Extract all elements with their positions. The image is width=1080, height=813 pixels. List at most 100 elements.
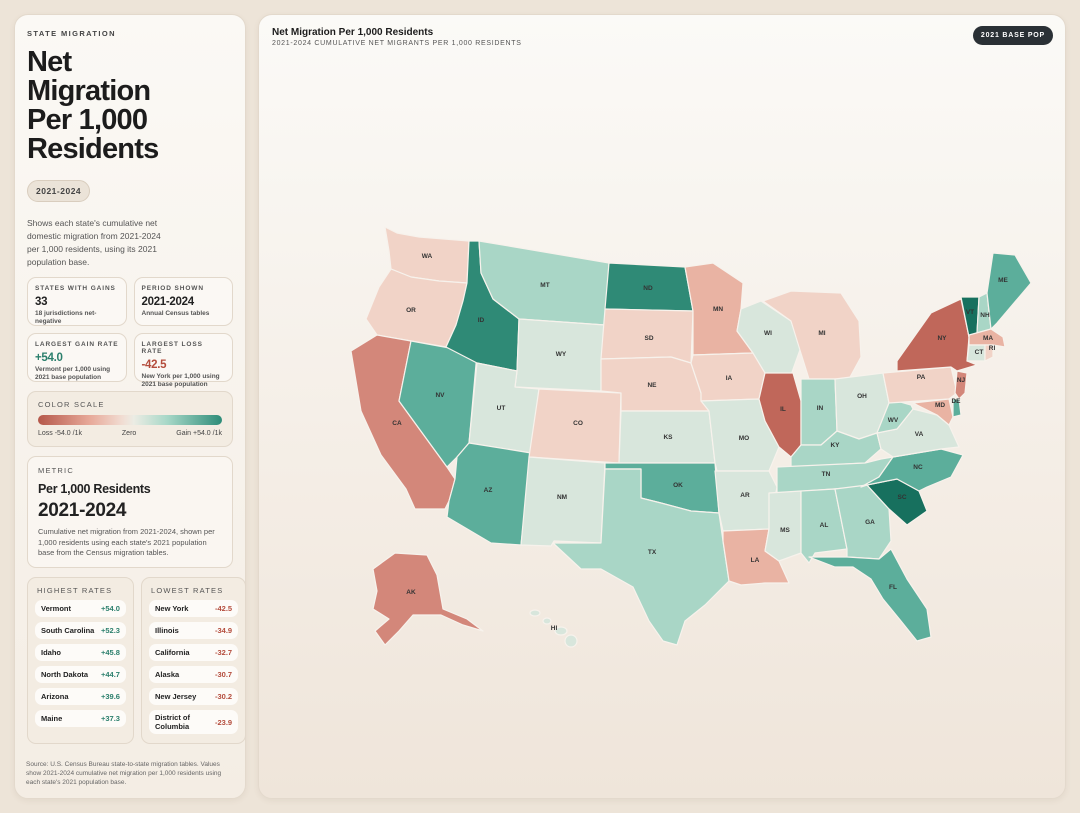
label-az: AZ [484,487,493,494]
state-wy[interactable] [514,318,606,392]
label-wy: WY [556,351,567,358]
label-ri: RI [989,345,996,352]
state-nc[interactable] [860,448,964,492]
metric-description: Cumulative net migration from 2021-2024,… [38,527,215,557]
label-wi: WI [764,330,772,337]
stat-sub: Annual Census tables [141,310,210,317]
stat-card-largest-gain: LARGEST GAIN RATE +54.0 Vermont per 1,00… [27,333,127,382]
list-item[interactable]: Arizona +39.6 [35,688,126,705]
label-nd: ND [643,285,653,292]
rank-name: Maine [41,714,63,723]
color-scale: COLOR SCALE Loss -54.0 /1k Zero Gain +54… [27,391,233,447]
state-ny[interactable] [896,298,978,372]
stat-sub: 18 jurisdictions net-negative [35,310,97,325]
label-mi: MI [818,330,825,337]
rank-name: Idaho [41,648,61,657]
state-nj[interactable] [954,370,968,400]
rank-name: District of Columbia [154,713,190,731]
label-sd: SD [644,335,653,342]
state-ri[interactable] [984,344,994,362]
state-pa[interactable] [882,366,958,404]
highest-rates-label: HIGHEST RATES [37,586,113,595]
label-nv: NV [435,392,445,399]
map-title: Net Migration Per 1,000 Residents [272,27,434,38]
state-mi[interactable] [762,290,862,380]
us-choropleth-map: WA OR CA NV ID MT WY UT AZ CO NM ND SD N… [350,226,1032,648]
lowest-rates: LOWEST RATES New York -42.5 Illinois -34.9… [140,577,247,744]
metric-card: METRIC Per 1,000 Residents 2021-2024 Cum… [27,456,233,568]
state-ak[interactable] [372,552,484,646]
state-me[interactable] [986,252,1032,330]
stat-label: LARGEST GAIN RATE [35,341,119,348]
label-ne: NE [647,382,657,389]
state-ms[interactable] [764,490,802,562]
state-de[interactable] [952,398,962,418]
state-nm[interactable] [520,456,606,547]
label-ms: MS [780,527,790,534]
label-ut: UT [497,405,506,412]
label-nj: NJ [957,377,966,384]
base-pop-badge[interactable]: 2021 BASE POP [972,26,1053,45]
state-az[interactable] [446,442,532,546]
list-item[interactable]: New Jersey -30.2 [148,688,239,705]
stat-value: -42.5 [141,359,167,371]
rank-name: Arizona [41,692,69,701]
rank-value: +54.0 [101,604,120,613]
state-ar[interactable] [714,470,778,532]
list-item[interactable]: South Carolina +52.3 [35,622,126,639]
highest-rates: HIGHEST RATES Vermont +54.0 South Carolin… [27,577,134,744]
list-item[interactable]: New York -42.5 [148,600,239,617]
stat-label: LARGEST LOSS RATE [141,341,203,355]
list-item[interactable]: District of Columbia -23.9 [148,710,239,734]
rank-value: -30.7 [214,670,233,679]
label-oh: OH [857,393,867,400]
sidebar: STATE MIGRATION Net Migration Per 1,000 … [14,14,247,799]
stat-sub: Vermont per 1,000 using 2021 base popula… [35,366,111,381]
label-fl: FL [889,584,897,591]
state-hi[interactable] [529,609,578,648]
rankings: HIGHEST RATES Vermont +54.0 South Carolin… [27,577,247,744]
label-me: ME [998,277,1008,284]
metric-period: 2021-2024 [38,500,127,521]
list-item[interactable]: Illinois -34.9 [148,622,239,639]
state-fl[interactable] [808,548,932,642]
label-ma: MA [983,335,993,342]
rank-value: -42.5 [214,604,233,613]
map-subtitle: 2021-2024 CUMULATIVE NET MIGRANTS PER 1,… [272,40,522,47]
list-item[interactable]: Maine +37.3 [35,710,126,727]
label-nc: NC [913,464,923,471]
list-item[interactable]: Idaho +45.8 [35,644,126,661]
label-id: ID [478,317,485,324]
label-wv: WV [888,417,899,424]
stat-label: STATES WITH GAINS [35,285,116,292]
rank-value: +44.7 [101,670,120,679]
label-pa: PA [917,374,926,381]
label-wa: WA [422,253,433,260]
label-ar: AR [740,492,750,499]
rank-value: -32.7 [214,648,233,657]
rank-value: +45.8 [101,648,120,657]
scale-high-label: Gain +54.0 /1k [176,430,222,437]
rank-value: -30.2 [214,692,233,701]
label-vt: VT [966,309,974,316]
stat-label: PERIOD SHOWN [141,285,204,292]
state-md[interactable] [912,398,954,426]
scale-mid-label: Zero [121,430,137,437]
metric-label: METRIC [38,466,74,475]
list-item[interactable]: North Dakota +44.7 [35,666,126,683]
description: Shows each state's cumulative net domest… [27,218,161,267]
list-item[interactable]: Alaska -30.7 [148,666,239,683]
list-item[interactable]: California -32.7 [148,644,239,661]
list-item[interactable]: Vermont +54.0 [35,600,126,617]
rank-value: +52.3 [101,626,120,635]
period-pill: 2021-2024 [27,180,91,202]
rank-name: South Carolina [41,626,95,635]
state-tx[interactable] [552,468,730,646]
label-la: LA [751,557,760,564]
stat-card-largest-loss: LARGEST LOSS RATE -42.5 New York per 1,0… [133,333,233,388]
color-scale-label: COLOR SCALE [38,400,105,409]
rank-name: Alaska [154,670,180,679]
rank-value: +37.3 [101,714,120,723]
label-in: IN [817,405,824,412]
source-note: Source: U.S. Census Bureau state-to-stat… [26,761,222,786]
